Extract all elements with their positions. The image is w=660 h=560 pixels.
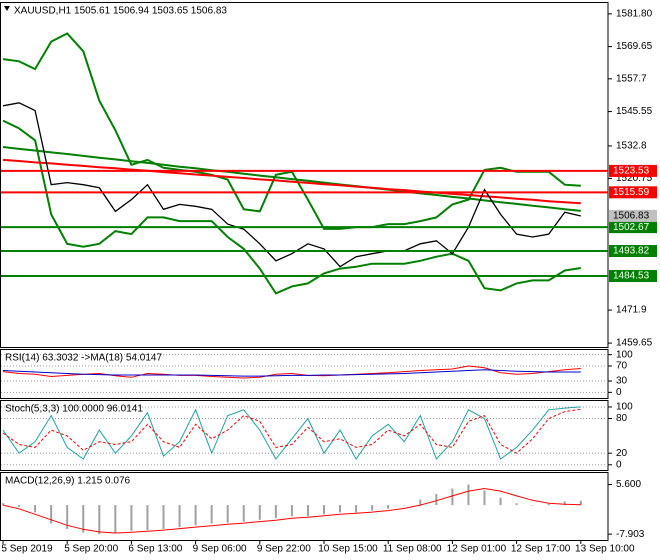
histogram-bar <box>98 505 101 535</box>
y-tick-label: 1569.65 <box>616 41 653 52</box>
panel-title: MACD(12,26,9) 1.215 0.076 <box>5 476 131 487</box>
level-label: 1523.53 <box>613 166 650 177</box>
x-tick-label: 9 Sep 22:00 <box>257 544 311 555</box>
histogram-bar <box>18 505 21 507</box>
histogram-bar <box>483 490 486 506</box>
level-label-box <box>609 164 657 177</box>
y-tick-label: 1581.80 <box>616 9 653 20</box>
y-tick-label: 20 <box>616 448 628 459</box>
x-tick-label: 5 Sep 20:00 <box>64 544 118 555</box>
histogram-bar <box>467 484 470 506</box>
histogram-bar <box>242 505 245 522</box>
histogram-bar <box>531 505 534 506</box>
y-tick-label: 100 <box>616 349 633 360</box>
level-label: 1493.82 <box>613 246 650 257</box>
panel-frame <box>0 2 609 348</box>
series-line <box>2 487 581 534</box>
series-line <box>2 369 581 377</box>
histogram-bar <box>178 505 181 528</box>
histogram-bar <box>355 505 358 513</box>
y-tick-label: 100 <box>616 402 633 413</box>
panel-frame <box>0 400 609 471</box>
histogram-bar <box>387 505 390 509</box>
level-label-box <box>609 270 657 283</box>
x-tick-label: 11 Sep 08:00 <box>383 544 442 555</box>
series-line <box>2 146 581 212</box>
y-tick-label: 30 <box>616 376 628 387</box>
histogram-bar <box>515 503 518 506</box>
level-label-box <box>609 221 657 234</box>
y-tick-label: 0 <box>616 459 622 470</box>
level-label: 1515.59 <box>613 187 650 198</box>
panel-title: XAUUSD,H1 1505.61 1506.94 1503.65 1506.8… <box>14 6 227 17</box>
panel-frame <box>0 349 609 399</box>
histogram-bar <box>323 505 325 515</box>
histogram-bar <box>146 505 149 531</box>
y-tick-label: 1520.75 <box>616 173 653 184</box>
x-tick-label: 13 Sep 10:00 <box>575 544 635 555</box>
x-tick-label: 12 Sep 17:00 <box>511 544 571 555</box>
histogram-bar <box>499 497 502 506</box>
histogram-bar <box>419 499 422 506</box>
panel-frame <box>0 472 609 541</box>
histogram-bar <box>194 505 197 526</box>
histogram-bar <box>50 505 53 524</box>
last-price-box <box>609 209 657 222</box>
level-label-box <box>609 186 657 199</box>
histogram-bar <box>579 500 582 506</box>
level-label: 1502.67 <box>613 222 650 233</box>
y-tick-label: 70 <box>616 361 628 372</box>
histogram-bar <box>290 505 293 517</box>
last-price-label: 1506.83 <box>613 211 650 222</box>
histogram-bar <box>114 505 117 533</box>
histogram-bar <box>258 505 261 520</box>
histogram-bar <box>226 505 229 523</box>
series-line <box>2 119 581 295</box>
y-tick-label: 1459.65 <box>616 338 653 349</box>
y-tick-label: 80 <box>616 413 628 424</box>
histogram-bar <box>210 505 213 524</box>
x-tick-label: 9 Sep 06:00 <box>193 544 247 555</box>
histogram-bar <box>130 505 133 531</box>
symbol-menu-icon[interactable] <box>4 6 10 11</box>
y-tick-label: -7.903 <box>616 529 645 540</box>
histogram-bar <box>563 501 566 506</box>
y-tick-label: 0 <box>616 387 622 398</box>
y-tick-label: 1545.55 <box>616 106 653 117</box>
histogram-bar <box>435 494 438 506</box>
histogram-bar <box>451 488 454 506</box>
y-tick-label: 1532.8 <box>616 141 647 152</box>
series-line <box>2 158 581 205</box>
series-line <box>2 102 581 268</box>
histogram-bar <box>2 503 4 506</box>
panel-title: Stoch(5,3,3) 100.0000 96.0141 <box>5 404 143 415</box>
series-line <box>2 365 581 379</box>
histogram-bar <box>547 503 550 506</box>
level-label: 1484.53 <box>613 271 650 282</box>
histogram-bar <box>403 505 406 506</box>
series-line <box>2 408 581 454</box>
x-tick-label: 5 Sep 2019 <box>1 544 53 555</box>
panel-title: RSI(14) 63.3032 ->MA(18) 54.0147 <box>5 353 162 364</box>
y-tick-label: 1471.9 <box>616 305 647 316</box>
histogram-bar <box>371 505 374 511</box>
y-tick-label: 1557.7 <box>616 73 647 84</box>
histogram-bar <box>339 505 342 513</box>
x-tick-label: 12 Sep 01:00 <box>447 544 507 555</box>
x-tick-label: 10 Sep 15:00 <box>318 544 378 555</box>
histogram-bar <box>162 505 165 529</box>
x-tick-label: 6 Sep 13:00 <box>128 544 182 555</box>
histogram-bar <box>66 505 69 529</box>
histogram-bar <box>34 505 37 513</box>
histogram-bar <box>306 505 309 517</box>
series-line <box>2 406 581 460</box>
level-label-box <box>609 244 657 257</box>
histogram-bar <box>274 505 277 518</box>
histogram-bar <box>82 505 85 533</box>
y-tick-label: 5.600 <box>616 479 641 490</box>
